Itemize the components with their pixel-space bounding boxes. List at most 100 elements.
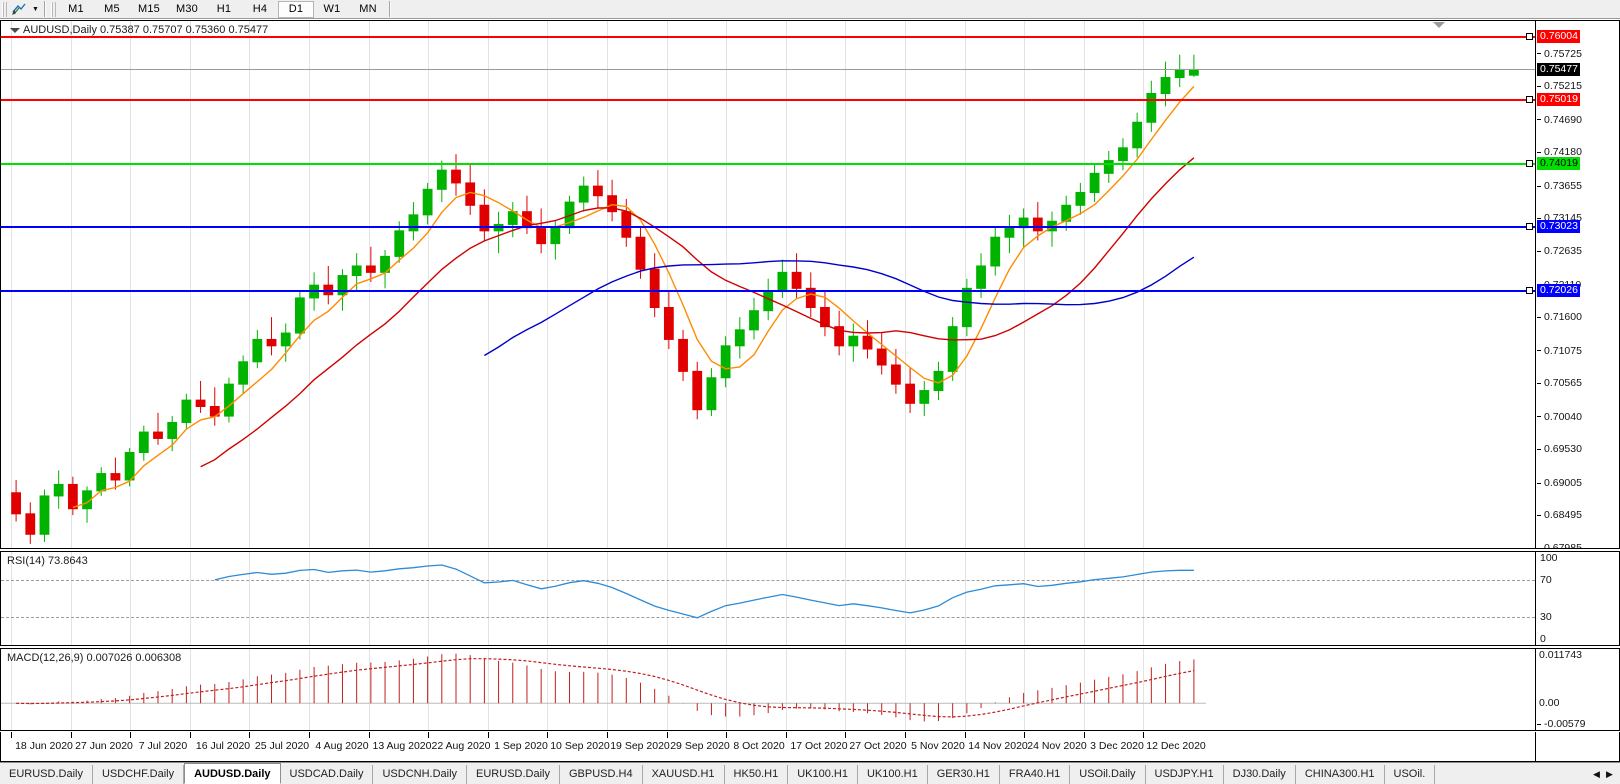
time-tick-label: 14 Nov 2020 — [968, 740, 1028, 752]
rsi-gridline — [845, 552, 846, 645]
rsi-plot[interactable]: RSI(14) 73.8643 — [1, 552, 1535, 645]
price-plot[interactable]: AUDUSD,Daily 0.75387 0.75707 0.75360 0.7… — [1, 21, 1535, 548]
toolbar-drag-handle[interactable] — [2, 1, 9, 17]
rsi-gridline — [1143, 552, 1144, 645]
chart-tab-5[interactable]: EURUSD.Daily — [467, 765, 560, 784]
time-tick — [488, 732, 489, 738]
timeframe-m30[interactable]: M30 — [176, 3, 198, 15]
time-tick-label: 19 Sep 2020 — [610, 740, 670, 752]
timeframe-mn[interactable]: MN — [359, 3, 377, 15]
time-tick — [71, 732, 72, 738]
macd-gridline — [965, 649, 966, 730]
time-tick — [726, 732, 727, 738]
timeframe-h1[interactable]: H1 — [216, 3, 232, 15]
chevron-down-icon[interactable]: ▼ — [32, 5, 39, 13]
timeframe-d1[interactable]: D1 — [278, 0, 314, 18]
macd-histogram-series — [1, 653, 1206, 722]
price-tick: 0.71600 — [1536, 311, 1619, 324]
chart-tab-13[interactable]: USOil.Daily — [1070, 765, 1146, 784]
chart-tab-2[interactable]: AUDUSD.Daily — [184, 763, 281, 784]
macd-gridline — [607, 649, 608, 730]
chart-tab-10[interactable]: UK100.H1 — [858, 765, 928, 784]
macd-pane[interactable]: MACD(12,26,9) 0.007026 0.006308 0.011743… — [0, 648, 1620, 731]
price-gridline — [428, 21, 429, 548]
chart-tab-16[interactable]: CHINA300.H1 — [1296, 765, 1385, 784]
horizontal-line-0.72026[interactable] — [1, 289, 1535, 292]
price-gridline — [726, 21, 727, 548]
chart-tab-9[interactable]: UK100.H1 — [788, 765, 858, 784]
chart-tab-15[interactable]: DJ30.Daily — [1224, 765, 1296, 784]
rsi-tick: 100 — [1536, 552, 1619, 564]
chart-tab-0[interactable]: EURUSD.Daily — [0, 765, 93, 784]
macd-gridline — [309, 649, 310, 730]
chart-area[interactable]: AUDUSD,Daily 0.75387 0.75707 0.75360 0.7… — [0, 19, 1620, 762]
rsi-pane[interactable]: RSI(14) 73.8643 100 70 30 0 — [0, 551, 1620, 646]
timeframe-m5[interactable]: M5 — [104, 3, 120, 15]
current-price-tag: 0.75477 — [1537, 63, 1580, 77]
hline-handle[interactable] — [1526, 32, 1533, 40]
chart-tab-4[interactable]: USDCNH.Daily — [373, 765, 468, 784]
macd-gridline — [488, 649, 489, 730]
time-tick-label: 17 Oct 2020 — [790, 740, 848, 752]
price-tick: 0.73655 — [1536, 179, 1619, 192]
time-tick-label: 5 Nov 2020 — [911, 740, 965, 752]
chevron-right-icon[interactable]: ▶ — [1606, 769, 1613, 779]
price-tick: 0.72635 — [1536, 245, 1619, 257]
moving-average-34 — [484, 256, 1195, 357]
chart-tab-8[interactable]: HK50.H1 — [725, 765, 789, 784]
time-axis[interactable]: 18 Jun 2020 27 Jun 2020 7 Jul 2020 16 Jul 2… — [0, 732, 1620, 762]
price-scale[interactable]: 0.75725 0.75215 0.74690 0.74180 0.73655 0.731… — [1535, 21, 1619, 548]
time-tick-label: 8 Oct 2020 — [733, 740, 785, 752]
macd-gridline — [130, 649, 131, 730]
horizontal-line-0.74019[interactable] — [1, 162, 1535, 165]
time-tick-label: 3 Dec 2020 — [1090, 740, 1144, 752]
current-price-line — [1, 69, 1535, 71]
scroll-anchor-icon[interactable] — [1433, 22, 1445, 28]
horizontal-line-0.76004[interactable] — [1, 35, 1535, 38]
hline-handle[interactable] — [1526, 223, 1533, 231]
macd-gridline — [428, 649, 429, 730]
chart-tab-11[interactable]: GER30.H1 — [928, 765, 1000, 784]
timeframe-m15[interactable]: M15 — [138, 3, 160, 15]
chart-menu-arrow-icon[interactable] — [10, 28, 20, 33]
macd-gridline — [1143, 649, 1144, 730]
price-tick-label: 0.73655 — [1544, 179, 1582, 192]
timeframe-drag-handle[interactable] — [51, 1, 58, 17]
hline-handle[interactable] — [1526, 159, 1533, 167]
chart-tab-14[interactable]: USDJPY.H1 — [1146, 765, 1224, 784]
timeframe-w1[interactable]: W1 — [323, 3, 341, 15]
horizontal-line-0.73023[interactable] — [1, 226, 1535, 229]
hline-handle[interactable] — [1526, 95, 1533, 103]
time-tick — [190, 732, 191, 738]
timeframe-m1[interactable]: M1 — [68, 3, 84, 15]
time-tick — [369, 732, 370, 738]
price-gridline — [130, 21, 131, 548]
timeframe-h4[interactable]: H4 — [252, 3, 268, 15]
rsi-line-series — [214, 564, 1194, 619]
rsi-gridline — [726, 552, 727, 645]
macd-tick-label: 0.011743 — [1539, 649, 1583, 661]
rsi-gridline — [965, 552, 966, 645]
chart-tab-1[interactable]: USDCHF.Daily — [93, 765, 185, 784]
time-tick — [965, 732, 966, 738]
price-tick: 0.70040 — [1536, 411, 1619, 423]
price-tick-label: 0.71600 — [1544, 311, 1582, 324]
time-tick — [547, 732, 548, 738]
chart-tab-6[interactable]: GBPUSD.H4 — [560, 765, 643, 784]
hline-handle[interactable] — [1526, 286, 1533, 294]
price-tick: 0.68495 — [1536, 509, 1619, 521]
rsi-gridline — [1024, 552, 1025, 645]
chart-tab-bar[interactable]: EURUSD.Daily USDCHF.Daily AUDUSD.Daily USDC… — [0, 762, 1620, 784]
macd-plot[interactable]: MACD(12,26,9) 0.007026 0.006308 — [1, 649, 1535, 730]
price-pane[interactable]: AUDUSD,Daily 0.75387 0.75707 0.75360 0.7… — [0, 20, 1620, 549]
chevron-left-icon[interactable]: ◀ — [1593, 769, 1600, 779]
chart-tab-17[interactable]: USOil. — [1385, 765, 1436, 784]
rsi-gridline — [309, 552, 310, 645]
horizontal-line-0.75019[interactable] — [1, 98, 1535, 101]
chart-tab-12[interactable]: FRA40.H1 — [1000, 765, 1071, 784]
rsi-gridline — [190, 552, 191, 645]
chart-tab-3[interactable]: USDCAD.Daily — [281, 765, 374, 784]
chart-tab-7[interactable]: XAUUSD.H1 — [643, 765, 725, 784]
price-tick: 0.74180 — [1536, 146, 1619, 158]
crosshair-draw-icon[interactable] — [10, 1, 30, 18]
